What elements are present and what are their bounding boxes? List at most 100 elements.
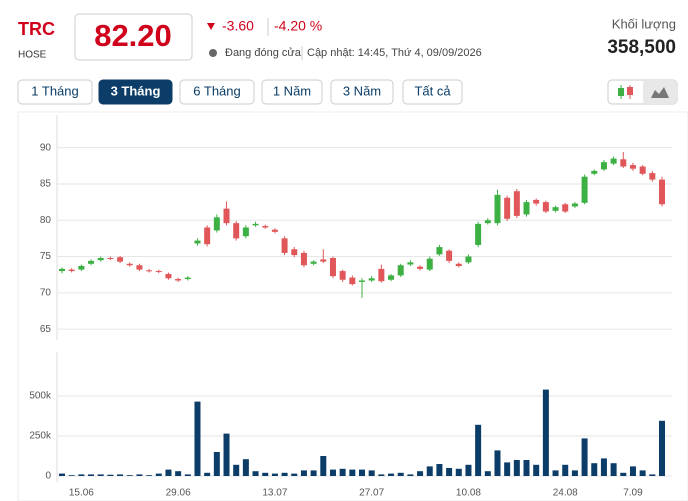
y2-tick-label: 250k bbox=[29, 431, 52, 442]
volume-bar bbox=[494, 450, 501, 476]
candle-body bbox=[639, 166, 646, 174]
range-button[interactable] bbox=[261, 79, 323, 105]
range-label[interactable]: 1 Tháng bbox=[31, 83, 78, 98]
candle-body bbox=[252, 223, 259, 226]
candle-body bbox=[446, 250, 453, 261]
volume-bar bbox=[620, 472, 627, 476]
candle-body bbox=[320, 259, 327, 262]
chart-type-toggle bbox=[607, 79, 678, 105]
volume-bar bbox=[175, 471, 182, 476]
area-button[interactable] bbox=[643, 80, 677, 104]
volume-bar bbox=[349, 469, 356, 476]
candle-body bbox=[571, 203, 578, 207]
candle-body bbox=[97, 257, 104, 261]
range-label[interactable]: 3 Năm bbox=[343, 83, 381, 98]
volume-bar bbox=[388, 473, 395, 476]
candle-body bbox=[436, 247, 443, 255]
candle-body bbox=[262, 226, 269, 228]
y-tick-label: 70 bbox=[40, 287, 52, 298]
candle-body bbox=[242, 227, 249, 237]
candle-body bbox=[329, 257, 336, 277]
candle-body bbox=[581, 176, 588, 203]
candle-body bbox=[175, 279, 182, 281]
candle-body bbox=[494, 194, 501, 224]
volume-bar bbox=[271, 473, 278, 476]
candle-body bbox=[649, 173, 656, 180]
candle-body bbox=[591, 170, 598, 174]
area-icon[interactable] bbox=[651, 87, 669, 98]
candle-body bbox=[465, 256, 472, 263]
range-label[interactable]: Tất cả bbox=[414, 83, 451, 98]
range-label[interactable]: 6 Tháng bbox=[193, 83, 240, 98]
candle-body bbox=[194, 240, 201, 244]
status: Đang đóng cửa bbox=[225, 47, 302, 59]
volume-bar bbox=[213, 452, 220, 476]
candle-body bbox=[213, 217, 220, 231]
symbol: TRC bbox=[18, 19, 55, 39]
candle-body bbox=[417, 266, 424, 269]
price-box bbox=[74, 13, 193, 61]
candle-body bbox=[233, 223, 240, 239]
candle-body bbox=[146, 270, 153, 272]
candle-body bbox=[88, 260, 95, 264]
candle-body bbox=[300, 252, 307, 266]
range-button[interactable] bbox=[402, 79, 463, 105]
volume-bar bbox=[242, 459, 249, 476]
candle-body bbox=[165, 273, 172, 279]
candle-body bbox=[339, 271, 346, 280]
volume-bar bbox=[378, 474, 385, 476]
x-tick-label: 27.07 bbox=[359, 488, 384, 499]
candle-body bbox=[136, 265, 143, 270]
exchange: HOSE bbox=[18, 50, 47, 61]
candle-body bbox=[271, 229, 278, 232]
volume-bar bbox=[136, 474, 143, 476]
volume-bar bbox=[233, 464, 240, 476]
volume-bar bbox=[436, 464, 443, 476]
volume-bar bbox=[204, 472, 211, 476]
range-button[interactable] bbox=[179, 79, 255, 105]
volume-bar bbox=[542, 389, 549, 476]
range-button[interactable] bbox=[98, 79, 173, 105]
candle-body bbox=[68, 269, 75, 272]
candle-body bbox=[291, 249, 298, 256]
volume-bar bbox=[88, 474, 95, 476]
range-label[interactable]: 1 Năm bbox=[273, 83, 311, 98]
volume-bar bbox=[407, 474, 414, 476]
range-button[interactable] bbox=[17, 79, 93, 105]
range-label[interactable]: 3 Tháng bbox=[111, 83, 161, 98]
volume-bar bbox=[223, 433, 230, 476]
volume-bar bbox=[78, 474, 85, 476]
x-tick-label: 15.06 bbox=[69, 488, 94, 499]
y-tick-label: 80 bbox=[40, 215, 52, 226]
volume-bar bbox=[339, 468, 346, 476]
volume-bar bbox=[146, 475, 153, 476]
candle-body bbox=[513, 191, 520, 216]
down-arrow bbox=[207, 23, 215, 30]
volume-bar bbox=[397, 472, 404, 476]
volume-bar bbox=[455, 468, 462, 476]
volume-bar bbox=[600, 458, 607, 476]
range-button[interactable] bbox=[330, 79, 394, 105]
candle-body bbox=[504, 197, 511, 219]
candle-body bbox=[475, 223, 482, 245]
volume-bar bbox=[639, 470, 646, 476]
candle-body bbox=[155, 271, 162, 273]
volume-bar bbox=[475, 424, 482, 476]
volume-bar bbox=[252, 471, 259, 476]
volume-bar bbox=[155, 473, 162, 476]
candle-body bbox=[600, 162, 607, 170]
candle-body bbox=[184, 277, 191, 280]
candle-icon[interactable] bbox=[618, 85, 633, 99]
volume-bar bbox=[291, 473, 298, 476]
candle-body bbox=[310, 261, 317, 264]
candle-body bbox=[455, 263, 462, 266]
candle-body bbox=[542, 202, 549, 212]
candle-body bbox=[523, 202, 530, 215]
volume-bar bbox=[446, 468, 453, 476]
candle-body bbox=[349, 277, 356, 285]
candle-body bbox=[59, 268, 65, 272]
candle-body bbox=[426, 258, 433, 270]
volume-bar bbox=[281, 472, 288, 476]
candle-body bbox=[281, 238, 288, 253]
